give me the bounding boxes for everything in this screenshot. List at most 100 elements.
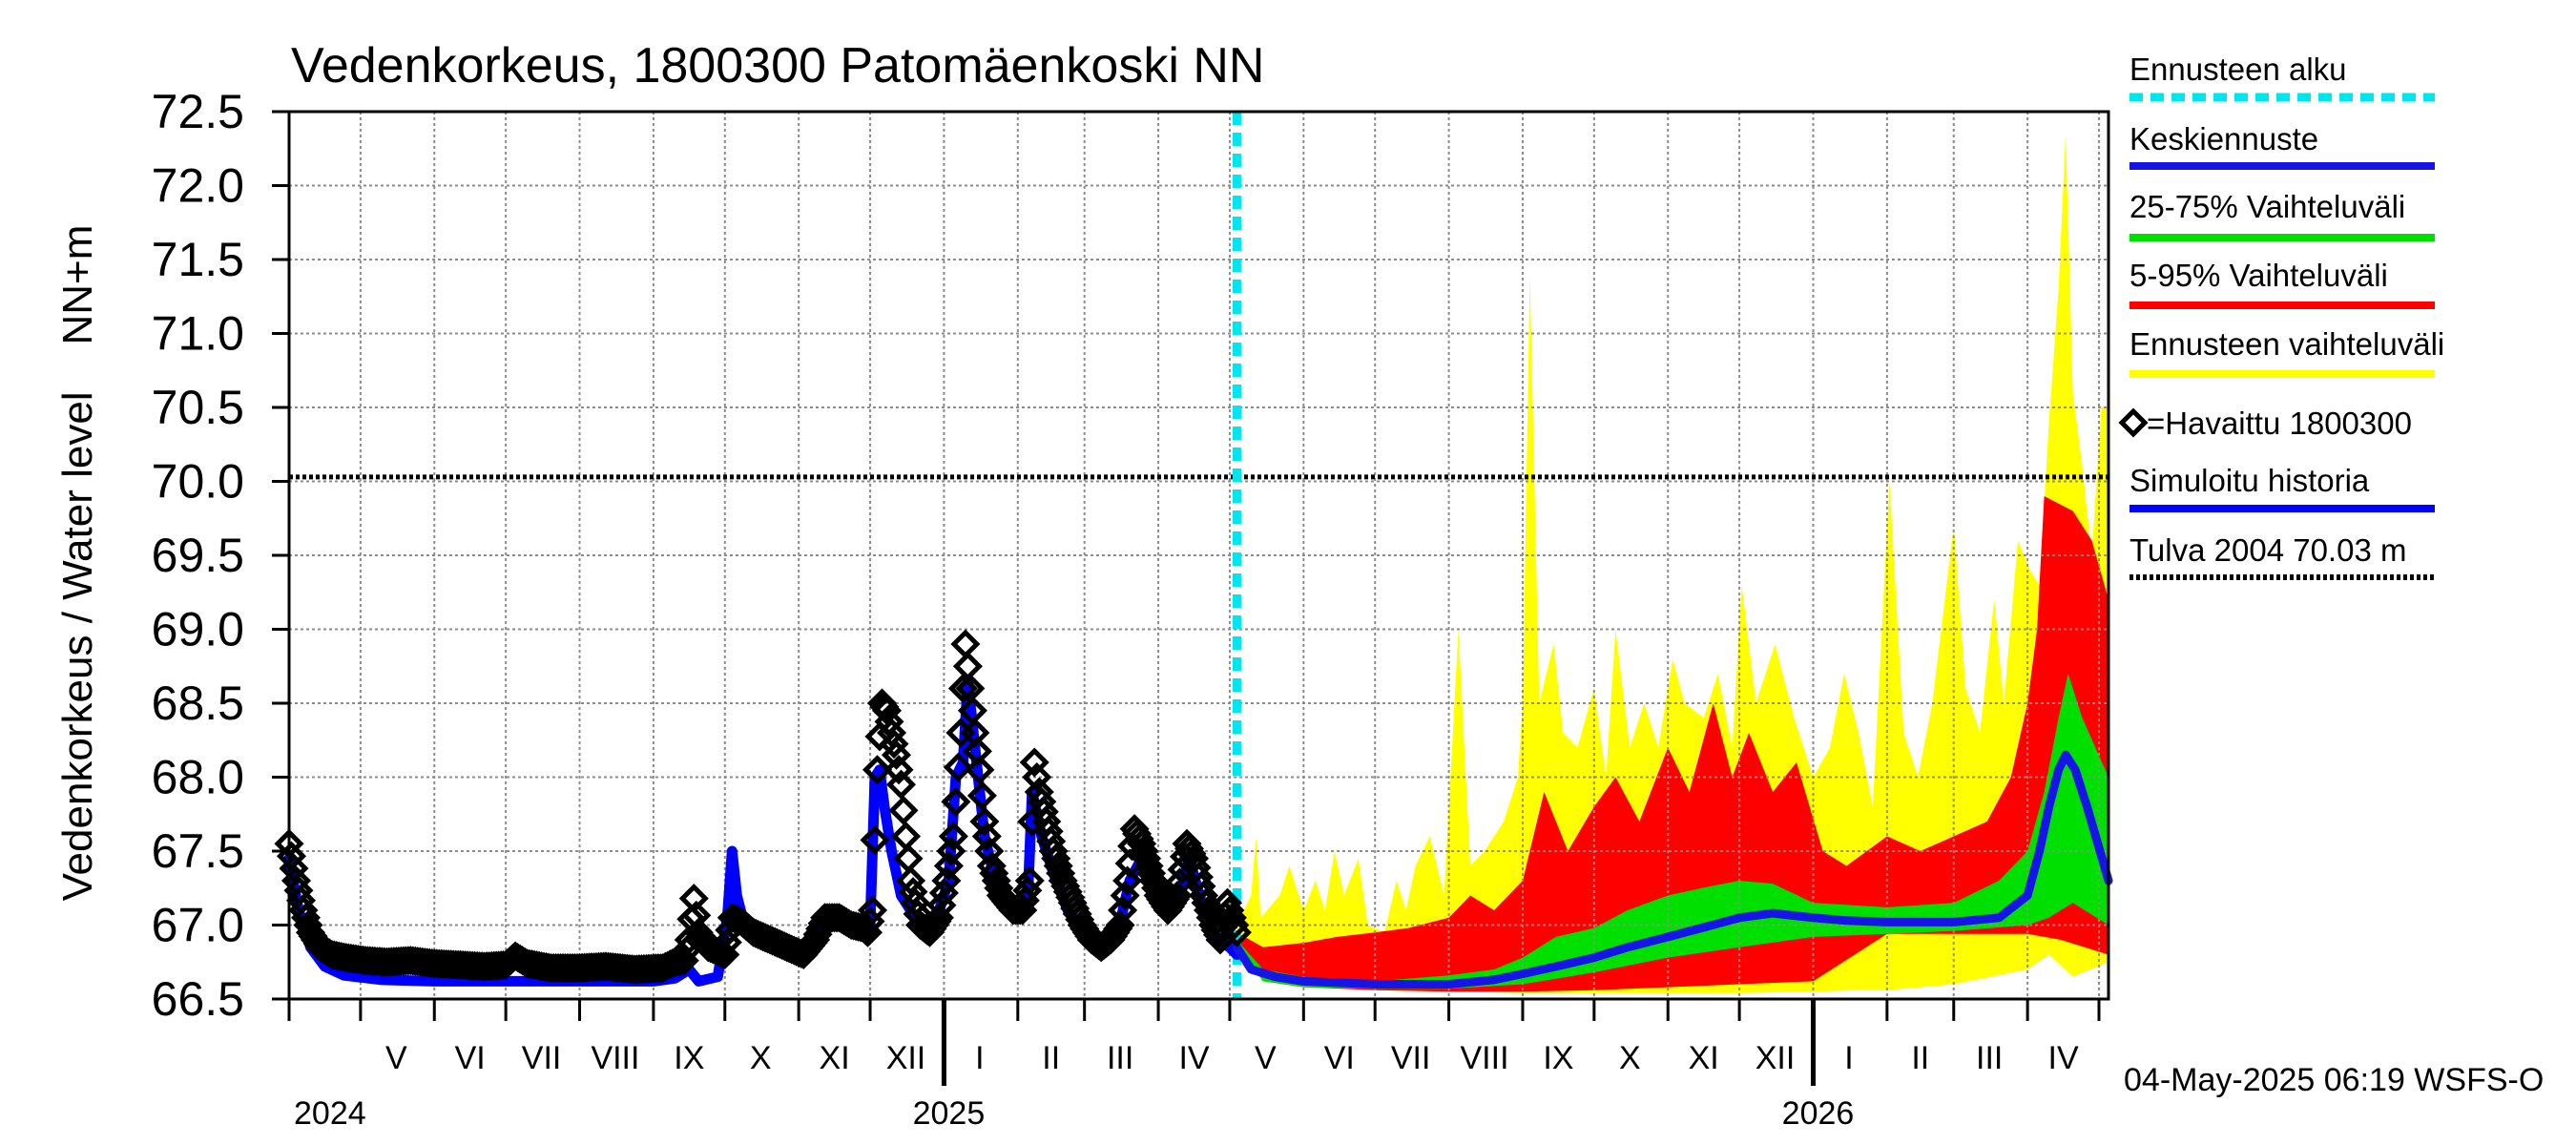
x-month-label: XII bbox=[1755, 1040, 1796, 1076]
legend-label-observed: =Havaittu 1800300 bbox=[2147, 406, 2412, 441]
observed-marker bbox=[874, 706, 904, 737]
observed-marker bbox=[933, 850, 964, 882]
x-month-label: III bbox=[1976, 1040, 2003, 1076]
observed-marker bbox=[888, 795, 919, 825]
observed-marker bbox=[938, 821, 968, 852]
y-tick-label: 72.5 bbox=[152, 85, 244, 138]
observed-marker bbox=[678, 884, 709, 914]
observed-marker bbox=[1219, 909, 1250, 941]
legend: Ennusteen alku Keskiennuste 25-75% Vaihtel… bbox=[2118, 52, 2444, 580]
x-month-label: V bbox=[1255, 1040, 1277, 1076]
observed-marker bbox=[895, 865, 926, 896]
observed-marker bbox=[965, 755, 995, 785]
observed-marker bbox=[862, 755, 893, 785]
mean-forecast-line bbox=[1232, 750, 2113, 989]
observed-marker bbox=[936, 836, 966, 866]
observed-marker bbox=[879, 729, 909, 760]
y-tick-label: 67.5 bbox=[152, 824, 244, 878]
observed-marker bbox=[883, 755, 914, 785]
observed-markers bbox=[274, 629, 1252, 985]
observed-marker bbox=[941, 786, 971, 817]
observed-marker bbox=[900, 887, 931, 918]
legend-label-flood-2004: Tulva 2004 70.03 m bbox=[2129, 532, 2406, 568]
x-month-label: V bbox=[385, 1040, 407, 1076]
y-tick-label: 71.0 bbox=[152, 307, 244, 361]
chart-title: Vedenkorkeus, 1800300 Patomäenkoski NN bbox=[291, 38, 1264, 94]
observed-marker bbox=[971, 821, 1002, 852]
x-month-label: X bbox=[1619, 1040, 1641, 1076]
observed-marker bbox=[943, 752, 973, 782]
x-month-label: I bbox=[1844, 1040, 1853, 1076]
x-month-label: III bbox=[1107, 1040, 1133, 1076]
observed-marker bbox=[966, 781, 997, 811]
legend-label-simulated: Simuloitu historia bbox=[2129, 463, 2370, 498]
x-month-label: VII bbox=[522, 1040, 562, 1076]
y-tick-label: 70.0 bbox=[152, 455, 244, 509]
observed-marker bbox=[857, 895, 888, 926]
legend-label-band-25-75: 25-75% Vaihteluväli bbox=[2129, 189, 2405, 224]
x-year-label: 2025 bbox=[913, 1095, 986, 1132]
x-month-label: X bbox=[750, 1040, 772, 1076]
x-month-label: IX bbox=[674, 1040, 704, 1076]
observed-marker bbox=[1110, 880, 1140, 911]
y-tick-label: 68.5 bbox=[152, 677, 244, 730]
observed-marker bbox=[860, 824, 890, 855]
observed-marker bbox=[1022, 761, 1052, 793]
observed-marker bbox=[279, 853, 309, 884]
y-tick-label: 67.0 bbox=[152, 899, 244, 952]
axes: 66.5 67.0 67.5 68.0 68.5 69.0 69.5 70.0 70.5 71.0… bbox=[152, 85, 2101, 1132]
x-month-label: XI bbox=[1689, 1040, 1719, 1076]
observed-marker bbox=[1019, 747, 1049, 778]
legend-label-mean-forecast: Keskiennuste bbox=[2129, 121, 2318, 156]
legend-label-band-5-95: 5-95% Vaihteluväli bbox=[2129, 258, 2388, 293]
x-month-label: II bbox=[1911, 1040, 1929, 1076]
observed-marker bbox=[974, 836, 1005, 866]
y-tick-label: 69.5 bbox=[152, 529, 244, 582]
x-month-label: II bbox=[1042, 1040, 1060, 1076]
observed-marker bbox=[885, 769, 917, 800]
footer-timestamp: 04-May-2025 06:19 WSFS-O bbox=[2124, 1062, 2544, 1098]
x-month-label: VIII bbox=[591, 1040, 639, 1076]
legend-observed-marker bbox=[2118, 407, 2149, 438]
y-tick-label: 68.0 bbox=[152, 751, 244, 804]
x-year-label: 2026 bbox=[1782, 1095, 1855, 1132]
x-year-label: 2024 bbox=[294, 1095, 366, 1132]
observed-marker bbox=[931, 865, 962, 896]
observed-marker bbox=[1105, 909, 1135, 941]
band-band-5-95 bbox=[1236, 496, 2109, 992]
x-month-label: VII bbox=[1391, 1040, 1431, 1076]
x-month-label: XI bbox=[820, 1040, 850, 1076]
observed-marker bbox=[1112, 865, 1143, 896]
observed-marker bbox=[1221, 917, 1252, 947]
x-month-label: XII bbox=[886, 1040, 926, 1076]
legend-label-forecast-start: Ennusteen alku bbox=[2129, 52, 2347, 87]
x-month-label: I bbox=[975, 1040, 984, 1076]
observed-marker bbox=[876, 718, 907, 748]
x-month-label: IV bbox=[2048, 1040, 2079, 1076]
observed-marker bbox=[881, 739, 912, 770]
observed-marker bbox=[947, 673, 978, 704]
band-band-25-75 bbox=[1236, 674, 2109, 989]
legend-label-band-full: Ennusteen vaihteluväli bbox=[2129, 326, 2444, 362]
observed-marker bbox=[1014, 865, 1045, 896]
x-month-label: VI bbox=[1324, 1040, 1355, 1076]
observed-marker bbox=[871, 696, 903, 726]
observed-marker bbox=[969, 806, 1000, 837]
y-tick-label: 72.0 bbox=[152, 159, 244, 213]
x-month-label: VIII bbox=[1461, 1040, 1509, 1076]
band-band-full bbox=[1236, 134, 2109, 993]
forecast-bands bbox=[1236, 134, 2109, 993]
x-month-label: IX bbox=[1543, 1040, 1573, 1076]
y-tick-label: 71.5 bbox=[152, 233, 244, 286]
observed-marker bbox=[1216, 903, 1247, 933]
y-axis-label: Vedenkorkeus / Water level NN+m bbox=[54, 225, 101, 902]
observed-marker bbox=[1108, 895, 1138, 926]
y-tick-label: 70.5 bbox=[152, 381, 244, 434]
observed-marker bbox=[1127, 828, 1157, 859]
y-tick-label: 66.5 bbox=[152, 972, 244, 1026]
y-tick-label: 69.0 bbox=[152, 603, 244, 656]
observed-marker bbox=[898, 877, 928, 907]
x-month-label: VI bbox=[455, 1040, 486, 1076]
x-month-label: IV bbox=[1178, 1040, 1209, 1076]
